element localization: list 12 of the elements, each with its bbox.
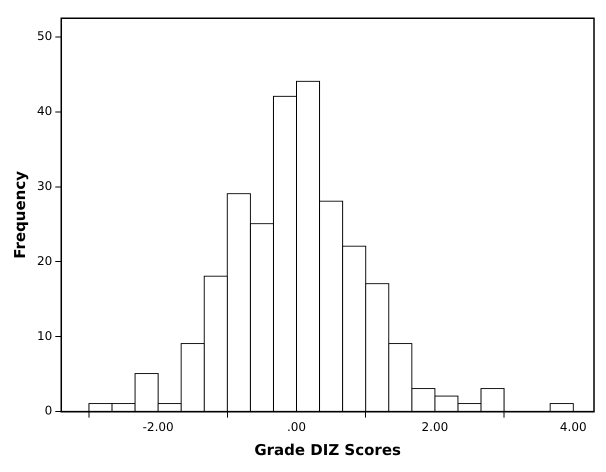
y-tick-label: 30 (36, 178, 52, 193)
x-tick-label: -2.00 (142, 420, 174, 434)
y-tick-label: 50 (36, 29, 52, 44)
x-tick-label: 2.00 (422, 420, 448, 434)
x-axis-title: Grade DIZ Scores (254, 440, 401, 459)
x-tick-label: .00 (286, 420, 306, 434)
y-tick-label: 10 (36, 328, 52, 343)
y-axis-title: Frequency (10, 170, 29, 259)
y-tick-label: 0 (44, 404, 52, 418)
x-tick-label: 4.00 (560, 420, 587, 434)
y-tick-label: 20 (36, 254, 52, 268)
y-tick-label: 40 (36, 104, 52, 118)
